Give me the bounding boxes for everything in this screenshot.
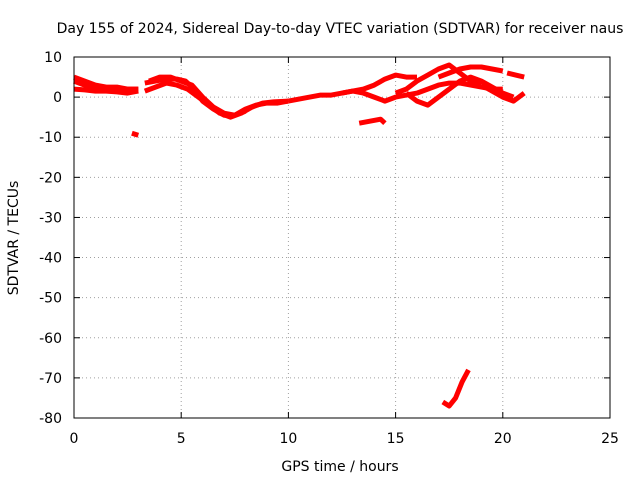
x-tick-label: 15 bbox=[387, 431, 405, 447]
series-track-4 bbox=[131, 130, 140, 138]
chart-title: Day 155 of 2024, Sidereal Day-to-day VTE… bbox=[57, 21, 624, 37]
series-track-10 bbox=[358, 116, 387, 126]
series-track-2 bbox=[73, 86, 139, 96]
series-track-7 bbox=[148, 74, 247, 118]
x-axis-label: GPS time / hours bbox=[281, 459, 398, 475]
y-tick-label: -40 bbox=[39, 251, 62, 267]
y-tick-label: -30 bbox=[39, 210, 62, 226]
x-tick-label: 25 bbox=[601, 431, 619, 447]
y-tick-label: -60 bbox=[39, 331, 62, 347]
series-track-12 bbox=[404, 74, 515, 108]
y-tick-label: -80 bbox=[39, 411, 62, 427]
y-tick-label: -10 bbox=[39, 130, 62, 146]
series-track-9 bbox=[341, 80, 503, 104]
x-tick-label: 20 bbox=[494, 431, 512, 447]
x-tick-label: 5 bbox=[177, 431, 186, 447]
data-series bbox=[73, 62, 526, 409]
y-tick-label: -50 bbox=[39, 291, 62, 307]
series-track-3 bbox=[73, 74, 139, 92]
y-tick-label: -70 bbox=[39, 371, 62, 387]
x-tick-label: 0 bbox=[70, 431, 79, 447]
plot-frame bbox=[73, 56, 611, 419]
x-tick-label: 10 bbox=[279, 431, 297, 447]
axis-ticks: 0 5 10 15 20 25 10 0 -10 -20 -30 -40 -50 -60 -70 -80 bbox=[39, 50, 619, 447]
grid bbox=[74, 57, 610, 418]
y-axis-label: SDTVAR / TECUs bbox=[6, 181, 22, 296]
y-tick-label: 10 bbox=[44, 50, 62, 66]
series-track-15 bbox=[506, 70, 525, 80]
series-track-13 bbox=[437, 64, 504, 80]
series-track-6 bbox=[143, 80, 289, 120]
series-track-14 bbox=[480, 82, 526, 104]
y-tick-label: 0 bbox=[53, 90, 62, 106]
y-tick-label: -20 bbox=[39, 170, 62, 186]
series-track-16 bbox=[441, 368, 471, 409]
